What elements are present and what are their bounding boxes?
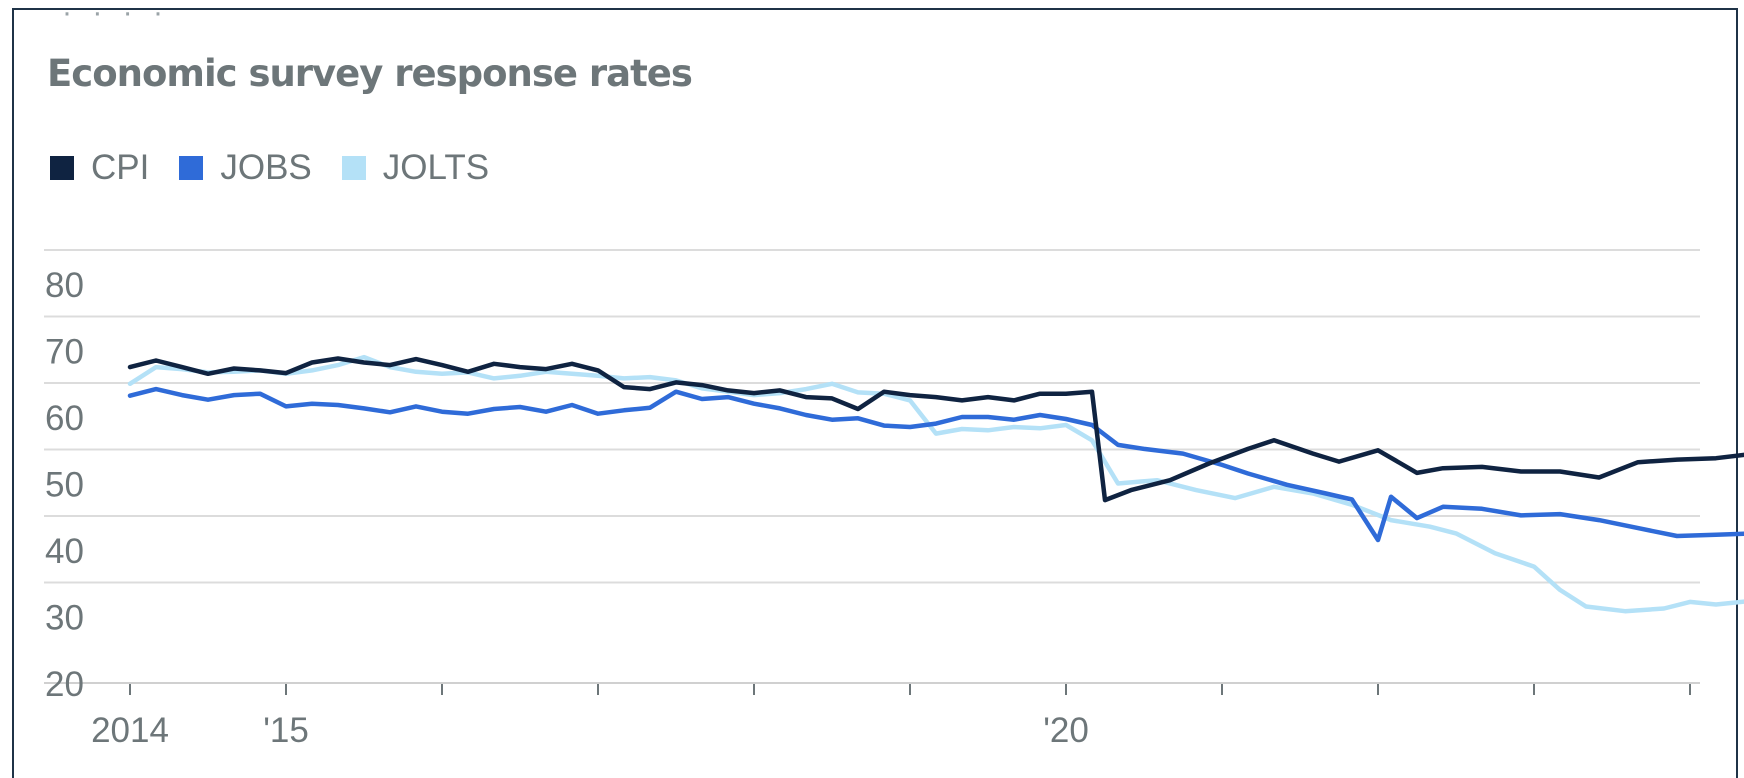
legend-swatch-jobs	[179, 156, 204, 180]
y-tick-label-80: 80	[45, 266, 84, 305]
legend-label-jolts: JOLTS	[382, 148, 490, 187]
chart-title: Economic survey response rates	[47, 52, 693, 95]
legend-item-cpi: CPI	[50, 148, 149, 188]
y-tick-label-60: 60	[45, 399, 84, 438]
x-tick-label-2014: 2014	[91, 711, 169, 750]
y-axis-ticks: 20 30 40 50 60 70 80	[45, 266, 84, 704]
y-tick-label-50: 50	[45, 466, 84, 505]
series-line-cpi	[127, 356, 1744, 503]
y-tick-label-70: 70	[45, 333, 84, 372]
x-tick-label-'15: '15	[263, 711, 309, 750]
series-line-jobs	[127, 386, 1744, 543]
y-tick-label-30: 30	[45, 599, 84, 638]
legend-item-jobs: JOBS	[179, 148, 312, 188]
series-lines	[127, 354, 1744, 614]
clipped-header-text: · · · ·	[62, 0, 169, 29]
x-axis-ticks: 2014 '15 '20	[91, 684, 1691, 750]
gridlines	[44, 249, 1700, 684]
y-tick-label-20: 20	[45, 665, 84, 704]
legend-label-cpi: CPI	[91, 148, 150, 187]
x-tick-label-'20: '20	[1043, 711, 1089, 750]
chart-legend: CPI JOBS JOLTS	[50, 148, 519, 188]
legend-swatch-cpi	[50, 156, 74, 180]
legend-swatch-jolts	[341, 156, 366, 180]
y-tick-label-40: 40	[45, 532, 84, 571]
line-chart: 20 30 40 50 60 70 80 2014 '15 '20	[44, 249, 1744, 750]
legend-item-jolts: JOLTS	[341, 148, 490, 188]
legend-label-jobs: JOBS	[220, 148, 312, 187]
